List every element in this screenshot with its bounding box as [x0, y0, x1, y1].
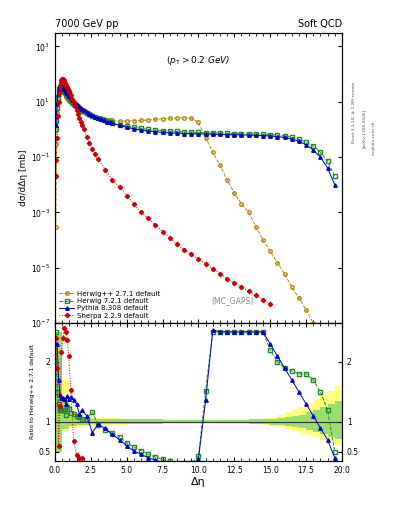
- Herwig++ 2.7.1 default: [311, 320, 316, 326]
- Sherpa 2.2.9 default: [58, 83, 62, 90]
- Sherpa 2.2.9 default: [61, 76, 65, 82]
- Herwig 7.2.1 default: [99, 116, 103, 122]
- Sherpa 2.2.9 default: [268, 301, 273, 307]
- Pythia 8.308 default: [53, 121, 58, 127]
- Herwig++ 2.7.1 default: [59, 87, 63, 93]
- Pythia 8.308 default: [311, 147, 316, 153]
- Text: Rivet 3.1.10; ≥ 3.2M events: Rivet 3.1.10; ≥ 3.2M events: [352, 82, 356, 143]
- Pythia 8.308 default: [55, 100, 59, 106]
- Line: Sherpa 2.2.9 default: Sherpa 2.2.9 default: [54, 78, 272, 305]
- Herwig++ 2.7.1 default: [139, 117, 143, 123]
- Herwig++ 2.7.1 default: [55, 110, 59, 116]
- Herwig 7.2.1 default: [55, 105, 59, 111]
- Line: Herwig++ 2.7.1 default: Herwig++ 2.7.1 default: [54, 88, 336, 355]
- Legend: Herwig++ 2.7.1 default, Herwig 7.2.1 default, Pythia 8.308 default, Sherpa 2.2.9: Herwig++ 2.7.1 default, Herwig 7.2.1 def…: [58, 289, 162, 320]
- Herwig 7.2.1 default: [311, 143, 316, 149]
- Herwig++ 2.7.1 default: [70, 101, 75, 107]
- Herwig 7.2.1 default: [218, 130, 222, 136]
- Herwig 7.2.1 default: [70, 99, 75, 105]
- Pythia 8.308 default: [332, 182, 337, 188]
- Text: 7000 GeV pp: 7000 GeV pp: [55, 19, 119, 29]
- Y-axis label: dσ/dΔη [mb]: dσ/dΔη [mb]: [19, 150, 28, 206]
- Sherpa 2.2.9 default: [55, 135, 59, 141]
- Text: [arXiv:1306.3436]: [arXiv:1306.3436]: [362, 109, 365, 147]
- Y-axis label: Ratio to Herwig++ 2.7.1 default: Ratio to Herwig++ 2.7.1 default: [30, 345, 35, 439]
- Pythia 8.308 default: [59, 82, 63, 88]
- Herwig++ 2.7.1 default: [53, 224, 58, 230]
- Herwig++ 2.7.1 default: [99, 115, 103, 121]
- Text: mcplots.cern.ch: mcplots.cern.ch: [371, 121, 375, 156]
- Sherpa 2.2.9 default: [65, 84, 70, 91]
- Pythia 8.308 default: [139, 127, 143, 133]
- Text: Soft QCD: Soft QCD: [298, 19, 342, 29]
- Herwig 7.2.1 default: [332, 173, 337, 179]
- Herwig 7.2.1 default: [53, 126, 58, 133]
- Sherpa 2.2.9 default: [60, 76, 64, 82]
- Line: Pythia 8.308 default: Pythia 8.308 default: [54, 83, 336, 186]
- Sherpa 2.2.9 default: [87, 140, 92, 146]
- Pythia 8.308 default: [218, 131, 222, 137]
- Herwig 7.2.1 default: [139, 125, 143, 131]
- Herwig++ 2.7.1 default: [332, 350, 337, 356]
- Text: (MC_GAPS): (MC_GAPS): [212, 296, 254, 306]
- Herwig++ 2.7.1 default: [218, 162, 222, 168]
- Text: $(p_{\rm T} > 0.2$ GeV): $(p_{\rm T} > 0.2$ GeV): [166, 54, 231, 67]
- Sherpa 2.2.9 default: [53, 173, 58, 179]
- X-axis label: Δη: Δη: [191, 477, 206, 487]
- Pythia 8.308 default: [99, 116, 103, 122]
- Sherpa 2.2.9 default: [160, 228, 165, 234]
- Herwig 7.2.1 default: [59, 84, 63, 90]
- Pythia 8.308 default: [70, 97, 75, 103]
- Line: Herwig 7.2.1 default: Herwig 7.2.1 default: [54, 86, 336, 178]
